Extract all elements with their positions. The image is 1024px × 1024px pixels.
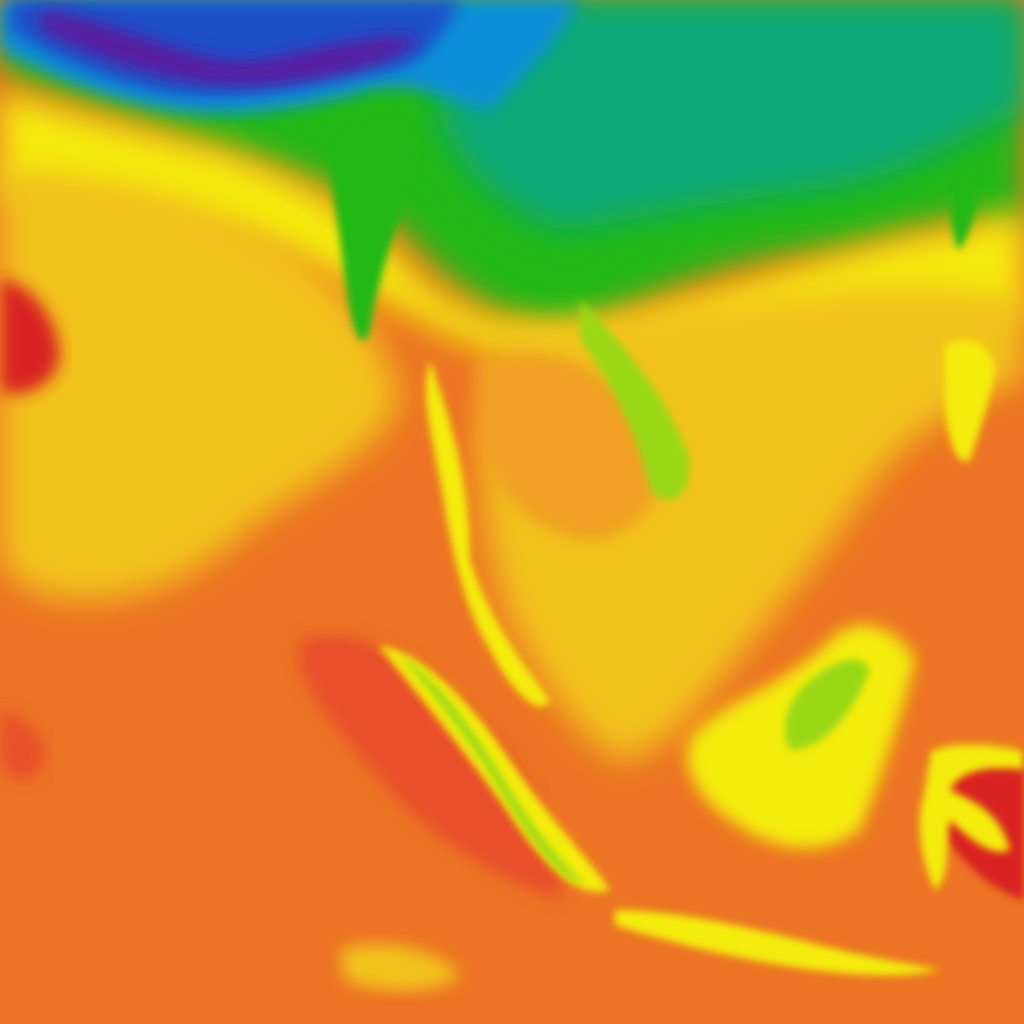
region-indian-ocean-warm [340,944,460,991]
island-luzon [945,340,995,462]
island-sulawesi [919,744,1024,890]
island-taiwan [951,181,978,250]
region-sumatra-sea [298,636,562,900]
region-south-red-orange [0,710,45,780]
ridge-annamite [580,300,690,500]
ridge-borneo [784,659,870,750]
ridge-sumatra [400,655,585,885]
ridge-arakan [330,121,420,341]
region-plateau-deep [40,10,420,86]
region-india [0,170,400,600]
hotspot-west [0,280,60,394]
region-north-teal [440,0,1024,230]
ridge-malay [425,360,550,707]
island-java [615,910,940,976]
